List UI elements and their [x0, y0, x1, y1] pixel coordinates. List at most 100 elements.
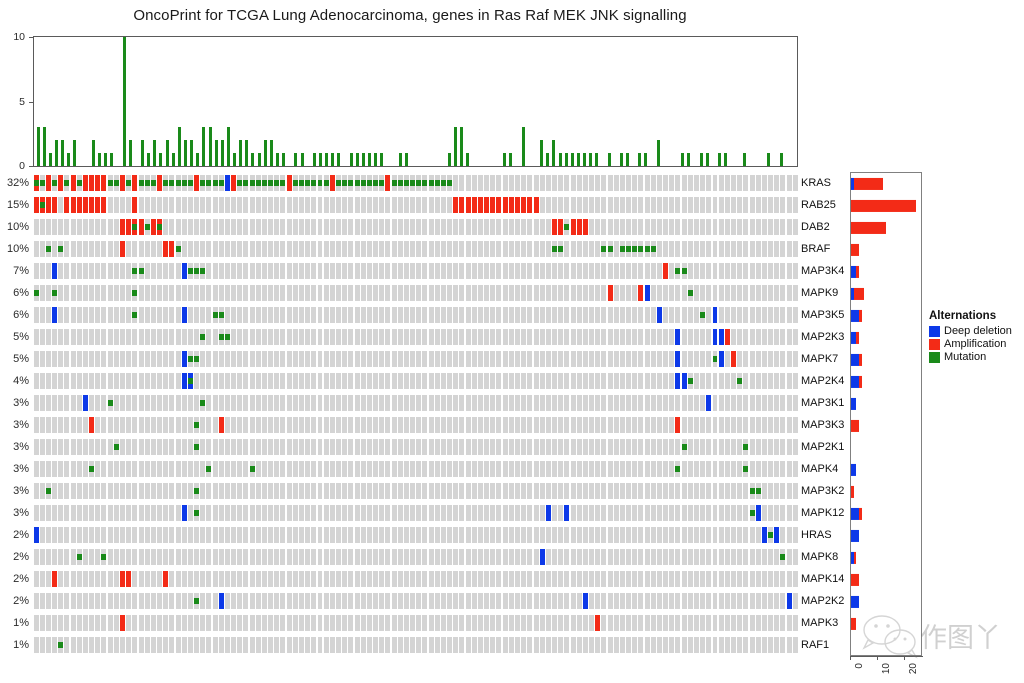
alteration-mutation [608, 246, 613, 252]
oncoprint-cell[interactable] [792, 329, 798, 345]
oncoprint-cell[interactable] [792, 285, 798, 301]
cell-background [503, 483, 508, 499]
oncoprint-row[interactable] [33, 194, 798, 216]
oncoprint-row[interactable] [33, 370, 798, 392]
oncoprint-row[interactable] [33, 238, 798, 260]
oncoprint-cell[interactable] [792, 505, 798, 521]
cell-background [484, 549, 489, 565]
cell-background [71, 395, 76, 411]
cell-background [71, 439, 76, 455]
cell-background [682, 417, 687, 433]
oncoprint-row[interactable] [33, 172, 798, 194]
oncoprint-row[interactable] [33, 348, 798, 370]
cell-background [453, 439, 458, 455]
oncoprint-row[interactable] [33, 216, 798, 238]
oncoprint-row[interactable] [33, 568, 798, 590]
top-histogram-bar [202, 127, 205, 166]
cell-background [176, 351, 181, 367]
cell-background [250, 197, 255, 213]
cell-background [459, 329, 464, 345]
cell-background [77, 285, 82, 301]
oncoprint-cell[interactable] [792, 351, 798, 367]
oncoprint-row[interactable] [33, 436, 798, 458]
oncoprint-cell[interactable] [792, 395, 798, 411]
cell-background [595, 417, 600, 433]
cell-background [311, 307, 316, 323]
cell-background [46, 373, 51, 389]
cell-background [385, 263, 390, 279]
cell-background [83, 241, 88, 257]
alteration-mutation [46, 488, 51, 494]
oncoprint-row[interactable] [33, 546, 798, 568]
oncoprint-cell[interactable] [792, 549, 798, 565]
oncoprint-cell[interactable] [792, 219, 798, 235]
cell-background [534, 527, 539, 543]
cell-background [787, 197, 792, 213]
cell-background [466, 505, 471, 521]
oncoprint-row[interactable] [33, 260, 798, 282]
cell-background [435, 527, 440, 543]
oncoprint-row[interactable] [33, 502, 798, 524]
cell-background [478, 439, 483, 455]
oncoprint-row[interactable] [33, 304, 798, 326]
oncoprint-cell[interactable] [792, 417, 798, 433]
cell-background [64, 395, 69, 411]
cell-background [651, 197, 656, 213]
cell-background [145, 373, 150, 389]
cell-background [472, 219, 477, 235]
cell-background [330, 527, 335, 543]
cell-background [589, 373, 594, 389]
alteration-amplification [608, 285, 613, 301]
cell-background [280, 307, 285, 323]
cell-background [509, 307, 514, 323]
cell-background [330, 197, 335, 213]
cell-background [540, 175, 545, 191]
oncoprint-row[interactable] [33, 392, 798, 414]
cell-background [743, 373, 748, 389]
cell-background [447, 373, 452, 389]
cell-background [219, 395, 224, 411]
cell-background [361, 241, 366, 257]
cell-background [750, 395, 755, 411]
oncoprint-cell[interactable] [792, 197, 798, 213]
oncoprint-row[interactable] [33, 414, 798, 436]
cell-background [163, 417, 168, 433]
oncoprint-cell[interactable] [792, 241, 798, 257]
oncoprint-cell[interactable] [792, 439, 798, 455]
cell-background [373, 263, 378, 279]
cell-background [762, 175, 767, 191]
cell-background [608, 175, 613, 191]
oncoprint-cell[interactable] [792, 483, 798, 499]
cell-background [324, 483, 329, 499]
oncoprint-row[interactable] [33, 524, 798, 546]
oncoprint-row[interactable] [33, 480, 798, 502]
cell-background [34, 219, 39, 235]
cell-background [237, 549, 242, 565]
oncoprint-cell[interactable] [792, 307, 798, 323]
oncoprint-cell[interactable] [792, 175, 798, 191]
oncoprint-cell[interactable] [792, 373, 798, 389]
alteration-mutation [268, 180, 273, 186]
cell-background [719, 373, 724, 389]
cell-background [311, 241, 316, 257]
oncoprint-row[interactable] [33, 326, 798, 348]
oncoprint-cell[interactable] [792, 263, 798, 279]
cell-background [484, 175, 489, 191]
oncoprint-row[interactable] [33, 458, 798, 480]
cell-background [145, 329, 150, 345]
cell-background [280, 439, 285, 455]
cell-background [490, 395, 495, 411]
oncoprint-cell[interactable] [792, 461, 798, 477]
cell-background [706, 439, 711, 455]
cell-background [324, 329, 329, 345]
cell-background [682, 483, 687, 499]
oncoprint-row[interactable] [33, 282, 798, 304]
top-histogram-bar [245, 140, 248, 166]
cell-background [571, 307, 576, 323]
cell-background [447, 417, 452, 433]
cell-background [108, 549, 113, 565]
cell-background [385, 351, 390, 367]
cell-background [157, 439, 162, 455]
oncoprint-cell[interactable] [792, 527, 798, 543]
cell-background [700, 505, 705, 521]
